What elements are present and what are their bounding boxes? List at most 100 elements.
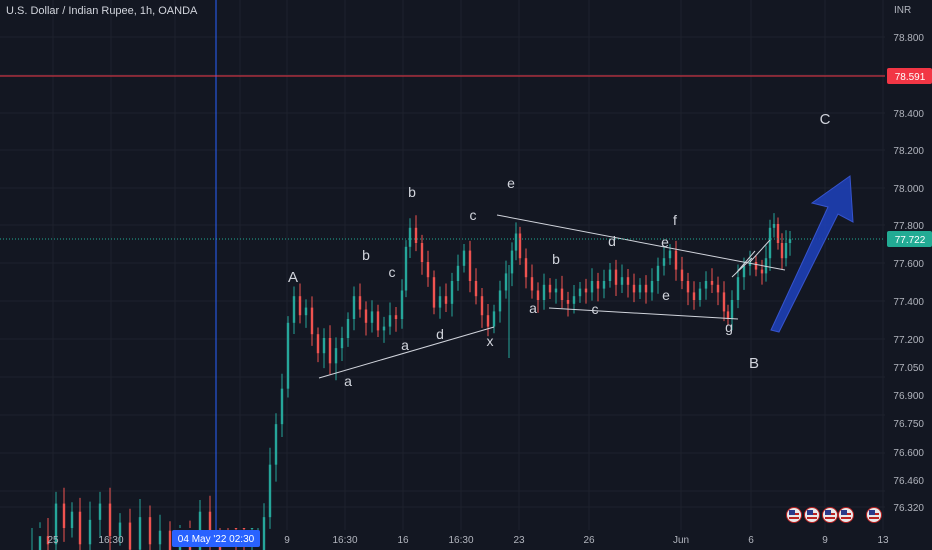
candle-body — [492, 311, 496, 327]
candle-body — [530, 277, 534, 291]
price-axis[interactable]: 78.80078.60078.40078.20078.00077.80077.6… — [887, 33, 932, 514]
wave-label: a — [344, 373, 352, 389]
price-tick-label: 78.800 — [893, 33, 924, 44]
event-flags-group-1 — [786, 507, 838, 525]
candle-body — [726, 311, 730, 319]
trendline[interactable] — [318, 326, 495, 379]
wave-label: a — [401, 337, 409, 353]
price-tick-label: 76.900 — [893, 391, 924, 402]
candle-body — [334, 348, 338, 364]
trendline[interactable] — [731, 257, 753, 278]
candle-body — [168, 530, 172, 550]
candle-body — [444, 296, 448, 304]
candle-body — [536, 290, 540, 300]
candle-body — [316, 334, 320, 354]
alert-price-tag[interactable] — [887, 68, 932, 84]
trendline[interactable] — [736, 250, 756, 273]
candle-body — [404, 246, 408, 291]
projection-arrow[interactable] — [770, 175, 854, 333]
candle-body — [250, 528, 254, 529]
symbol-title[interactable]: U.S. Dollar / Indian Rupee, 1h, OANDA — [6, 5, 198, 17]
wave-label: B — [749, 355, 759, 372]
candle-body — [234, 528, 238, 529]
candle-body — [98, 503, 102, 520]
candle-body — [754, 262, 758, 270]
candle-body — [710, 281, 714, 285]
wave-label: f — [673, 212, 677, 228]
candle-body — [722, 292, 726, 312]
time-tick-label: 16:30 — [98, 535, 123, 546]
candle-body — [456, 265, 460, 281]
candle-body — [414, 227, 418, 243]
candle-body — [54, 503, 58, 545]
wave-label: g — [725, 319, 733, 335]
candle-body — [514, 233, 518, 251]
trendline[interactable] — [496, 214, 786, 271]
candle-body — [62, 503, 66, 528]
candle-body — [420, 243, 424, 262]
candle-body — [518, 233, 522, 259]
current-price-tag[interactable] — [887, 231, 932, 247]
wave-label: a — [529, 300, 537, 316]
candle-body — [742, 265, 746, 278]
time-tick-label: 16:30 — [448, 535, 473, 546]
crosshair-time-tag[interactable] — [172, 530, 260, 547]
trendlines — [318, 214, 786, 379]
candle-body — [468, 250, 472, 281]
wave-label: b — [552, 251, 560, 267]
candle-body — [730, 300, 734, 319]
candle-body — [376, 311, 380, 331]
candle-body — [788, 239, 792, 243]
candle-body — [686, 281, 690, 293]
trendline[interactable] — [749, 239, 771, 263]
candle-body — [268, 464, 272, 518]
candle-body — [262, 517, 266, 550]
candle-body — [632, 284, 636, 293]
candle-body — [38, 536, 42, 550]
flag-icon[interactable] — [804, 507, 820, 523]
candle-body — [340, 338, 344, 349]
candle-body — [542, 284, 546, 300]
flag-icon[interactable] — [822, 507, 838, 523]
candle-body — [274, 424, 278, 465]
candle-body — [776, 224, 780, 243]
candle-body — [584, 288, 588, 293]
price-tick-label: 76.320 — [893, 503, 924, 514]
candle-body — [400, 290, 404, 319]
candle-body — [554, 288, 558, 293]
candle-body — [432, 277, 436, 308]
candle-body — [764, 258, 768, 274]
wave-label: e — [661, 234, 669, 250]
event-flags-group-2 — [838, 507, 854, 525]
candle-body — [650, 281, 654, 293]
price-tick-label: 76.460 — [893, 476, 924, 487]
price-tick-label: 77.200 — [893, 335, 924, 346]
candle-body — [218, 544, 222, 550]
candle-body — [394, 315, 398, 319]
candle-body — [286, 322, 290, 389]
flag-icon[interactable] — [838, 507, 854, 523]
candle-body — [498, 290, 502, 312]
candle-body — [480, 296, 484, 316]
flag-icon[interactable] — [786, 507, 802, 523]
crosshair-time-text: 04 May '22 02:30 — [178, 534, 255, 545]
candle-body — [748, 262, 752, 266]
candle-body — [510, 250, 514, 274]
price-tick-label: 76.750 — [893, 419, 924, 430]
candle-body — [304, 307, 308, 316]
candle-body — [768, 227, 772, 259]
candle-body — [614, 269, 618, 285]
wave-label: c — [470, 207, 477, 223]
price-tick-label: 77.050 — [893, 363, 924, 374]
candle-body — [780, 243, 784, 259]
candle-body — [760, 269, 764, 274]
wave-label: e — [662, 287, 670, 303]
time-axis[interactable]: 25 16:30 9 16:30 16 16:30 23 26 Jun 6 9 13 04 May '2… — [47, 530, 889, 547]
current-price-tag-text: 77.722 — [895, 235, 926, 246]
flag-icon[interactable] — [866, 507, 882, 523]
price-tick-label: 76.600 — [893, 448, 924, 459]
candle-body — [208, 511, 212, 545]
trendline[interactable] — [548, 307, 739, 320]
